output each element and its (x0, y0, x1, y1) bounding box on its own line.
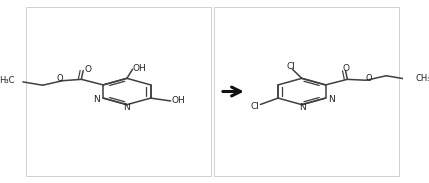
Text: N: N (124, 103, 130, 113)
Text: CH₃: CH₃ (415, 74, 429, 83)
Text: O: O (57, 74, 63, 83)
Text: Cl: Cl (251, 102, 260, 111)
Bar (26, 7, 211, 176)
Text: O: O (342, 64, 349, 72)
Text: H₃C: H₃C (0, 76, 15, 85)
Text: N: N (328, 95, 335, 104)
Text: OH: OH (171, 96, 185, 105)
Text: N: N (93, 95, 100, 104)
Text: O: O (84, 65, 91, 74)
Bar (214, 7, 399, 176)
Text: N: N (299, 103, 306, 113)
Text: Cl: Cl (287, 62, 296, 71)
Text: O: O (365, 74, 372, 83)
Text: OH: OH (133, 64, 146, 73)
